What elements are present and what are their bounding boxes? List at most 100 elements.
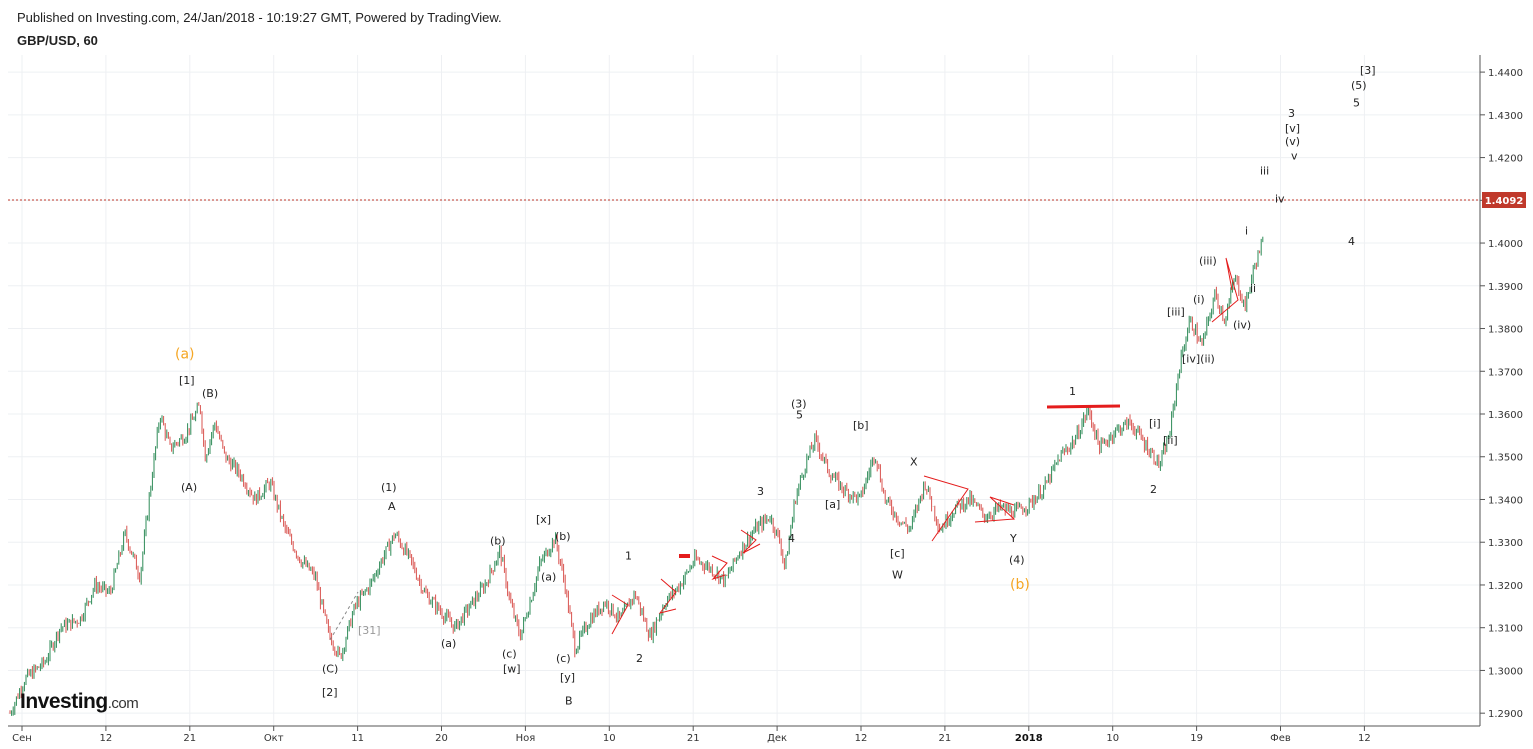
wave-label: (5)	[1351, 79, 1367, 92]
x-tick-label: 20	[435, 733, 448, 744]
time-axis: Сен 12 21 Окт 11 20 Ноя 10 21 Дек 12 21 2018 10 19 Фев 1…	[12, 726, 1371, 744]
wave-label: i	[1245, 225, 1248, 238]
y-tick-label: 1.3900	[1488, 282, 1523, 293]
x-tick-label: Дек	[767, 733, 787, 744]
drawing-tools	[8, 199, 1480, 641]
wave-label: 4	[1348, 235, 1355, 248]
wave-label: (a)	[541, 571, 556, 584]
y-tick-label: 1.4400	[1488, 68, 1523, 79]
wave-label: (b)	[490, 534, 506, 547]
wave-label: (B)	[202, 387, 218, 400]
wave-label: X	[910, 455, 918, 468]
y-tick-label: 1.3800	[1488, 325, 1523, 336]
symbol-title: GBP/USD, 60	[17, 33, 98, 48]
x-tick-label: 12	[1358, 733, 1371, 744]
y-tick-label: 1.3100	[1488, 624, 1523, 635]
wave-label: (c)	[556, 652, 571, 665]
wave-label: 1	[1069, 385, 1076, 398]
wave-label: [i]	[1149, 417, 1161, 430]
wave-label: [a]	[825, 498, 840, 511]
x-tick-label: Фев	[1270, 733, 1291, 744]
wave-label: 5	[796, 408, 803, 421]
wave-label: iii	[1260, 165, 1269, 178]
investing-logo: Investing.com	[20, 690, 139, 713]
wave-label: B	[565, 695, 573, 708]
wave-label: 5	[1353, 96, 1360, 109]
y-tick-label: 1.3300	[1488, 538, 1523, 549]
price-axis: 1.44001.43001.42001.41001.40001.39001.38…	[1480, 68, 1523, 720]
x-tick-label: 2018	[1015, 733, 1043, 744]
chart-grid	[8, 55, 1480, 726]
price-tag: 1.4092	[1482, 192, 1526, 208]
wave-label: [1]	[179, 374, 195, 387]
wave-label: (i)	[1193, 293, 1205, 306]
y-tick-label: 1.3000	[1488, 666, 1523, 677]
wave-label: (1)	[381, 481, 397, 494]
x-tick-label: 21	[183, 733, 196, 744]
x-tick-label: 12	[855, 733, 868, 744]
x-tick-label: 10	[603, 733, 616, 744]
wave-label: (v)	[1285, 135, 1300, 148]
wave-label: [ii]	[1163, 434, 1178, 447]
y-tick-label: 1.3500	[1488, 453, 1523, 464]
x-tick-label: Окт	[264, 733, 284, 744]
wave-label: [v]	[1285, 122, 1300, 135]
wave-label: [3]	[1360, 64, 1376, 77]
triangle-pattern	[658, 578, 677, 614]
wave-label: [2]	[322, 686, 338, 699]
wave-label: (4)	[1009, 554, 1025, 567]
wave-label: [iv](ii)	[1182, 353, 1215, 366]
x-tick-label: Сен	[12, 733, 32, 744]
x-tick-label: 21	[687, 733, 700, 744]
wave-label: iv	[1275, 192, 1285, 205]
y-tick-label: 1.3400	[1488, 495, 1523, 506]
x-tick-label: 12	[100, 733, 113, 744]
wave-label: [x]	[536, 513, 551, 526]
wave-label: ii	[1250, 282, 1256, 295]
triangle-pattern	[740, 529, 761, 554]
candles-series	[9, 236, 1264, 716]
y-tick-label: 1.3600	[1488, 410, 1523, 421]
wave-label: 1	[625, 549, 632, 562]
y-tick-label: 1.3700	[1488, 367, 1523, 378]
wave-label: [31]	[358, 624, 381, 637]
wave-label: Y	[1009, 532, 1017, 545]
wave-label: 3	[1288, 107, 1295, 120]
wave-label: (b)	[1010, 577, 1030, 593]
wave-label: (iii)	[1199, 254, 1217, 267]
triangle-pattern	[1211, 257, 1239, 323]
x-tick-label: 11	[351, 733, 364, 744]
wave-label: v	[1291, 150, 1298, 163]
wave-label: (A)	[181, 481, 197, 494]
y-tick-label: 1.2900	[1488, 709, 1523, 720]
wave-label: (iv)	[1233, 319, 1251, 332]
x-tick-label: 19	[1190, 733, 1203, 744]
y-tick-label: 1.3200	[1488, 581, 1523, 592]
wave-label: (C)	[322, 663, 338, 676]
wave-label: (a)	[441, 637, 456, 650]
wave-label: (b)	[555, 530, 571, 543]
wave-label: 3	[757, 485, 764, 498]
triangle-pattern	[711, 555, 728, 581]
publish-info: Published on Investing.com, 24/Jan/2018 …	[17, 10, 502, 25]
wave-label: 2	[636, 652, 643, 665]
wave-labels: (a) [1] (B) (A) (1) A (C) [2] [31] (a) (b) (c) [w] [x…	[175, 64, 1376, 707]
wave-label: [b]	[853, 419, 869, 432]
y-tick-label: 1.4200	[1488, 154, 1523, 165]
current-price: 1.4092	[1485, 196, 1524, 207]
x-tick-label: 10	[1106, 733, 1119, 744]
wave-label: W	[892, 569, 903, 582]
y-tick-label: 1.4300	[1488, 111, 1523, 122]
wave-label: [c]	[890, 547, 905, 560]
wave-label: [w]	[503, 663, 521, 676]
wave-label: (3)	[791, 398, 807, 411]
triangle-pattern	[923, 475, 969, 542]
wave-label: [y]	[560, 671, 575, 684]
x-tick-label: 21	[939, 733, 952, 744]
wave-label: 2	[1150, 483, 1157, 496]
wave-label: (c)	[502, 648, 517, 661]
wave-label: (a)	[175, 346, 195, 362]
wave-label: 4	[788, 532, 795, 545]
dashed-line	[329, 591, 359, 641]
